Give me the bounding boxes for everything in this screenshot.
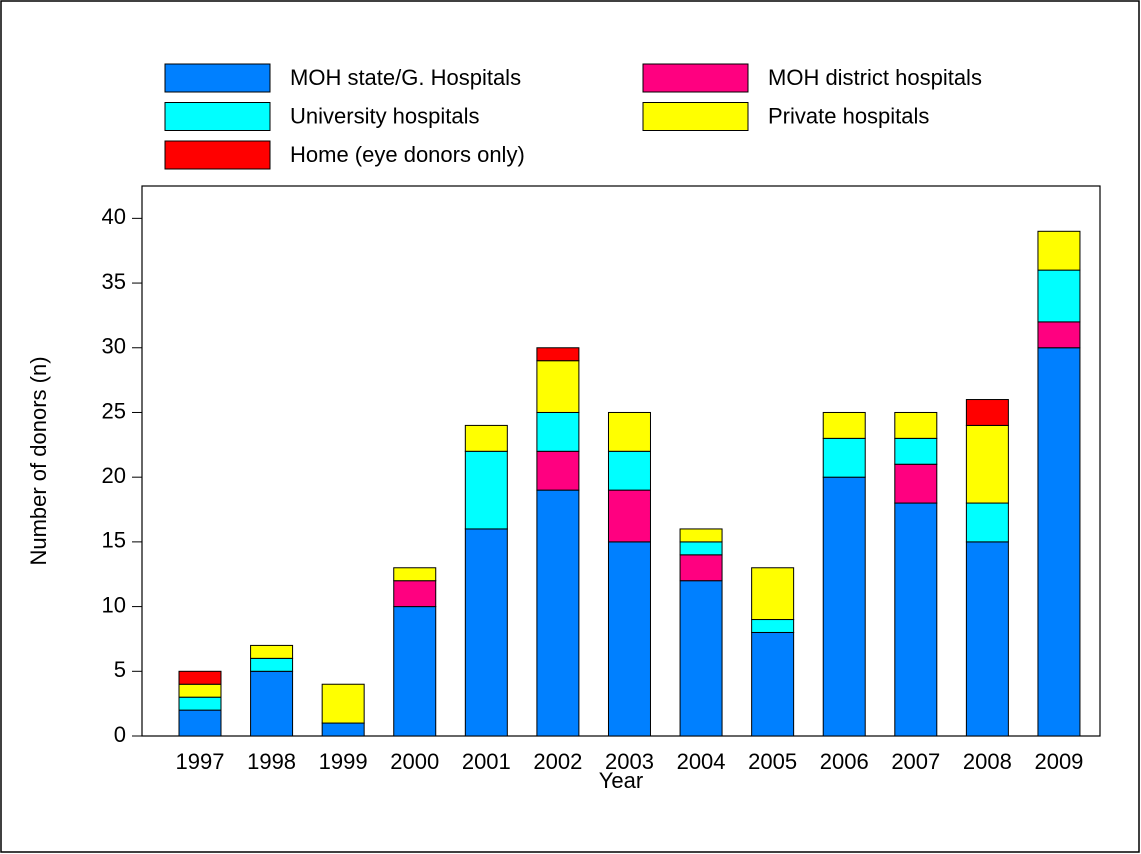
bar-segment	[965, 541, 1009, 737]
y-tick-label: 30	[102, 334, 126, 359]
bar-segment	[679, 541, 723, 556]
x-tick-label: 2005	[748, 749, 797, 774]
x-axis-label: Year	[599, 768, 643, 793]
bar-segment	[965, 502, 1009, 543]
bar-segment	[393, 606, 437, 737]
bar-segment	[464, 450, 508, 530]
legend-swatch	[164, 63, 271, 93]
legend-label: MOH state/G. Hospitals	[290, 65, 521, 90]
x-tick-label: 2000	[390, 749, 439, 774]
bar-segment	[679, 528, 723, 543]
legend-swatch	[642, 63, 749, 93]
bar-segment	[178, 709, 222, 737]
bar-segment	[536, 489, 580, 737]
legend-label: Home (eye donors only)	[290, 142, 525, 167]
y-tick-label: 10	[102, 592, 126, 617]
bar-segment	[250, 670, 294, 737]
legend-label: MOH district hospitals	[768, 65, 982, 90]
bar-segment	[607, 450, 651, 491]
bar-segment	[536, 411, 580, 452]
bar-segment	[894, 411, 938, 439]
bar-segment	[250, 644, 294, 659]
bar-segment	[894, 463, 938, 504]
bar-segment	[536, 450, 580, 491]
bar-segment	[679, 580, 723, 737]
x-tick-label: 1999	[319, 749, 368, 774]
bar-segment	[607, 489, 651, 543]
legend-swatch	[642, 102, 749, 131]
bar-segment	[1037, 347, 1081, 737]
x-tick-label: 2009	[1034, 749, 1083, 774]
bar-segment	[607, 541, 651, 737]
bar-segment	[965, 424, 1009, 504]
bar-segment	[894, 502, 938, 737]
legend-swatch	[164, 140, 271, 170]
legend-swatch	[164, 102, 271, 131]
bar-segment	[751, 619, 795, 633]
bar-segment	[464, 528, 508, 737]
y-tick-label: 25	[102, 398, 126, 423]
bar-segment	[321, 683, 365, 724]
bar-segment	[178, 696, 222, 711]
bar-segment	[464, 424, 508, 452]
y-tick-label: 15	[102, 528, 126, 553]
bar-segment	[965, 399, 1009, 426]
x-tick-label: 2002	[533, 749, 582, 774]
x-tick-label: 2004	[677, 749, 726, 774]
bar-segment	[751, 567, 795, 621]
bar-segment	[321, 722, 365, 737]
y-tick-label: 35	[102, 269, 126, 294]
legend-label: University hospitals	[290, 103, 480, 128]
bar-segment	[178, 683, 222, 698]
bar-segment	[607, 411, 651, 452]
y-tick-label: 40	[102, 204, 126, 229]
bar-segment	[1037, 269, 1081, 323]
x-tick-label: 2008	[963, 749, 1012, 774]
bar-segment	[250, 657, 294, 672]
x-tick-label: 1998	[247, 749, 296, 774]
x-tick-label: 2001	[462, 749, 511, 774]
bar-segment	[393, 580, 437, 608]
x-tick-label: 2006	[820, 749, 869, 774]
bar-segment	[822, 411, 866, 439]
bar-segment	[822, 476, 866, 737]
bar-segment	[536, 360, 580, 413]
legend-label: Private hospitals	[768, 103, 929, 128]
y-tick-label: 0	[114, 722, 126, 747]
x-tick-label: 2007	[891, 749, 940, 774]
bar-segment	[1037, 230, 1081, 271]
y-tick-label: 5	[114, 657, 126, 682]
bar-segment	[822, 437, 866, 478]
bar-segment	[679, 554, 723, 582]
x-tick-label: 2003	[605, 749, 654, 774]
bar-segment	[894, 437, 938, 465]
bar-segment	[1037, 321, 1081, 349]
x-tick-label: 1997	[176, 749, 225, 774]
bar-segment	[393, 567, 437, 582]
y-axis-label: Number of donors (n)	[26, 356, 51, 565]
bar-segment	[178, 670, 222, 685]
bar-segment	[536, 347, 580, 362]
bar-segment	[751, 631, 795, 737]
y-tick-label: 20	[102, 463, 126, 488]
